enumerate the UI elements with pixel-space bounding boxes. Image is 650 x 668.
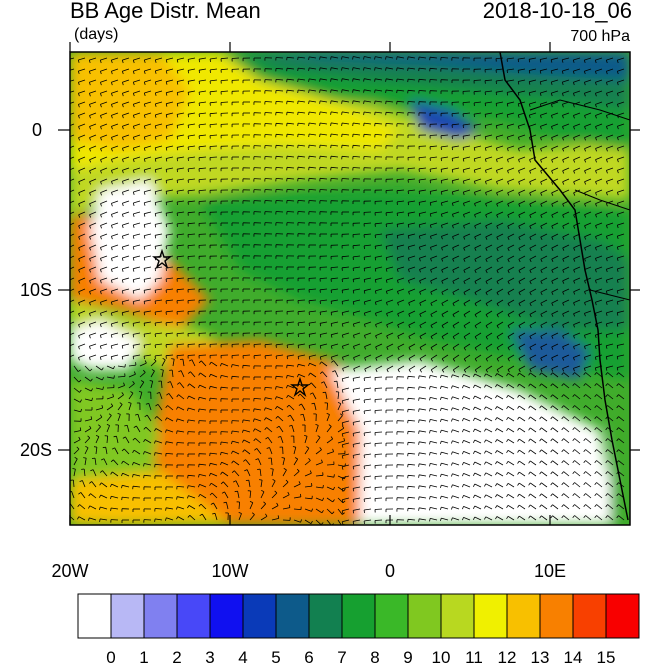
colorbar-box: [177, 594, 210, 638]
colorbar-tick-label: 6: [294, 648, 324, 668]
lat-label-20s: 20S: [20, 440, 52, 460]
age-field: [70, 52, 630, 525]
colorbar-box: [111, 594, 144, 638]
colorbar-tick-label: 3: [195, 648, 225, 668]
colorbar-tick-label: 10: [426, 648, 456, 668]
colorbar-tick-label: 0: [96, 648, 126, 668]
colorbar-tick-label: 12: [492, 648, 522, 668]
colorbar-box: [210, 594, 243, 638]
colorbar-box: [606, 594, 639, 638]
colorbar-tick-label: 7: [327, 648, 357, 668]
colorbar-tick-label: 14: [558, 648, 588, 668]
colorbar-box: [375, 594, 408, 638]
colorbar-box: [573, 594, 606, 638]
colorbar-tick-label: 11: [459, 648, 489, 668]
colorbar-box: [474, 594, 507, 638]
colorbar-box: [144, 594, 177, 638]
colorbar-tick-label: 8: [360, 648, 390, 668]
colorbar-tick-label: 15: [591, 648, 621, 668]
colorbar-tick-label: 5: [261, 648, 291, 668]
lat-label-10s: 10S: [20, 280, 52, 300]
lat-label-0: 0: [32, 120, 42, 140]
colorbar-tick-label: 1: [129, 648, 159, 668]
colorbar-box: [507, 594, 540, 638]
lon-label-20w: 20W: [51, 561, 88, 581]
colorbar-box: [540, 594, 573, 638]
colorbar-box: [441, 594, 474, 638]
colorbar-box: [276, 594, 309, 638]
colorbar-tick-label: 2: [162, 648, 192, 668]
lon-label-10e: 10E: [534, 561, 566, 581]
colorbar-box: [243, 594, 276, 638]
colorbar-tick-label: 9: [393, 648, 423, 668]
colorbar-tick-label: 13: [525, 648, 555, 668]
lon-label-10w: 10W: [211, 561, 248, 581]
colorbar: [78, 594, 639, 638]
colorbar-box: [309, 594, 342, 638]
colorbar-box: [408, 594, 441, 638]
colorbar-tick-label: 4: [228, 648, 258, 668]
colorbar-box: [78, 594, 111, 638]
colorbar-box: [342, 594, 375, 638]
lon-label-0: 0: [385, 561, 395, 581]
